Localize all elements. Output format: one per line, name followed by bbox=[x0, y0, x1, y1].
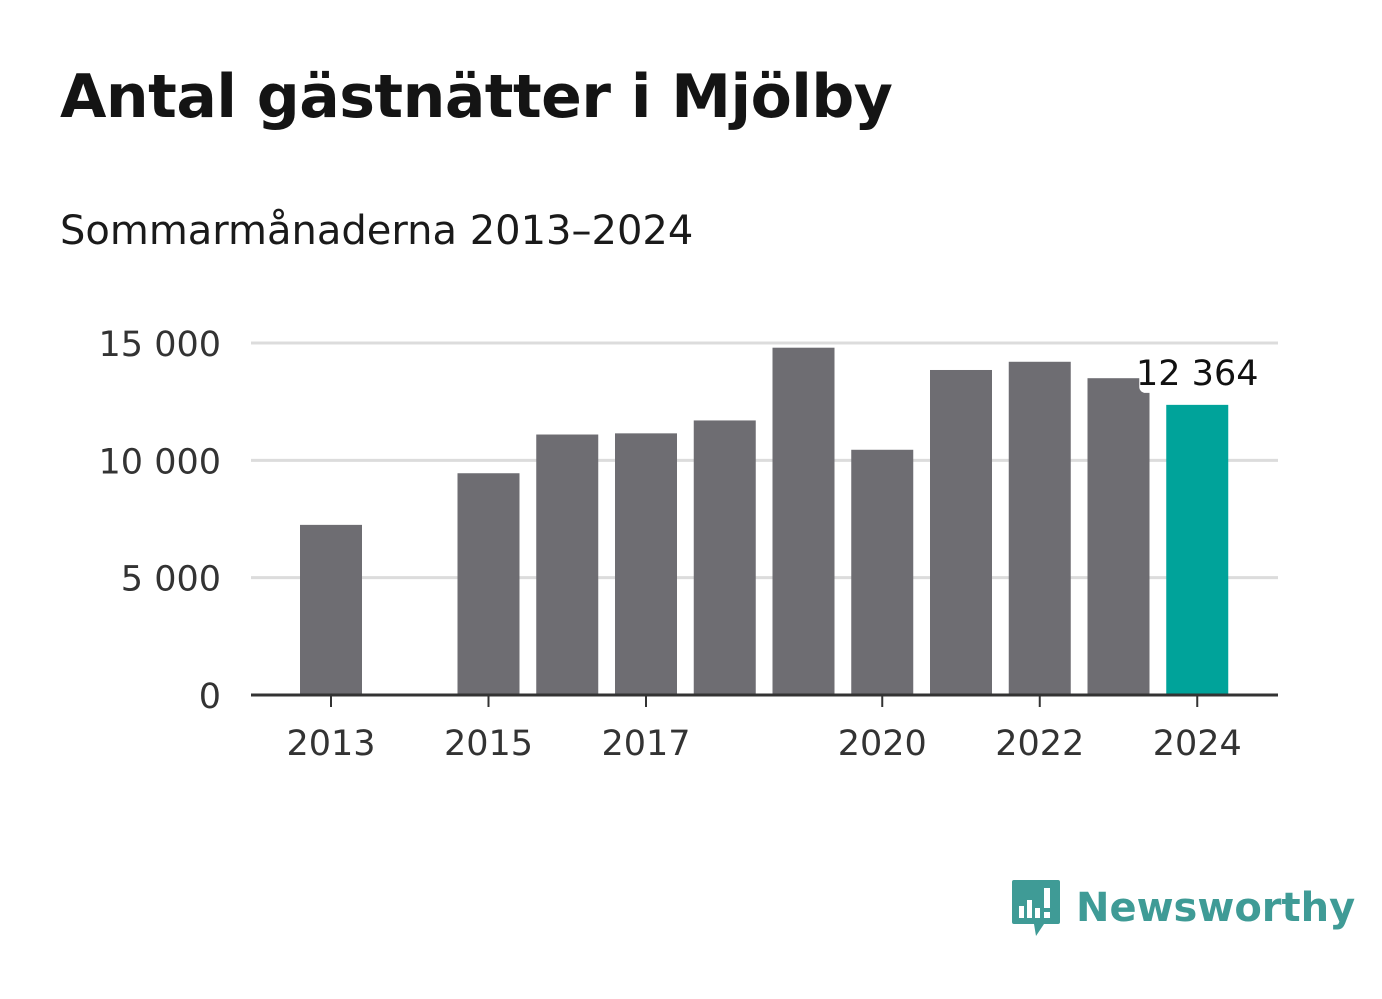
y-tick-label: 10 000 bbox=[99, 442, 221, 482]
bar-2020 bbox=[851, 449, 914, 695]
x-tick-label: 2013 bbox=[286, 724, 375, 764]
data-label-2024: 12 364 bbox=[1136, 354, 1258, 394]
y-tick-label: 15 000 bbox=[99, 325, 221, 365]
bars bbox=[300, 347, 1229, 695]
chart-title: Antal gästnätter i Mjölby bbox=[60, 62, 893, 132]
bar-2015 bbox=[457, 473, 520, 695]
x-tick-label: 2015 bbox=[444, 724, 533, 764]
x-tick-label: 2017 bbox=[601, 724, 690, 764]
bar-2019 bbox=[772, 347, 835, 695]
x-tick-label: 2020 bbox=[838, 724, 927, 764]
x-tick-label: 2024 bbox=[1153, 724, 1242, 764]
chart-subtitle: Sommarmånaderna 2013–2024 bbox=[60, 208, 694, 254]
brand-name: Newsworthy bbox=[1076, 885, 1356, 931]
bar-2023 bbox=[1087, 378, 1150, 695]
bar-2018 bbox=[693, 420, 756, 695]
bar-2024 bbox=[1166, 404, 1229, 695]
newsworthy-brand: Newsworthy bbox=[1010, 878, 1355, 938]
axes bbox=[251, 693, 1278, 707]
data-label-background bbox=[1139, 352, 1256, 393]
y-tick-label: 5 000 bbox=[121, 560, 221, 600]
bar-2016 bbox=[536, 434, 599, 695]
bar-2013 bbox=[300, 524, 362, 695]
x-tick-label: 2022 bbox=[995, 724, 1084, 764]
bar-2022 bbox=[1008, 361, 1071, 695]
bar-2021 bbox=[930, 369, 992, 695]
newsworthy-chart-bubble-icon bbox=[1012, 880, 1060, 936]
bar-2017 bbox=[615, 433, 677, 695]
y-tick-label: 0 bbox=[199, 677, 221, 717]
labels: 0 5 000 10 000 15 000 2013 2015 2017 2020 2022 20… bbox=[99, 325, 1259, 764]
